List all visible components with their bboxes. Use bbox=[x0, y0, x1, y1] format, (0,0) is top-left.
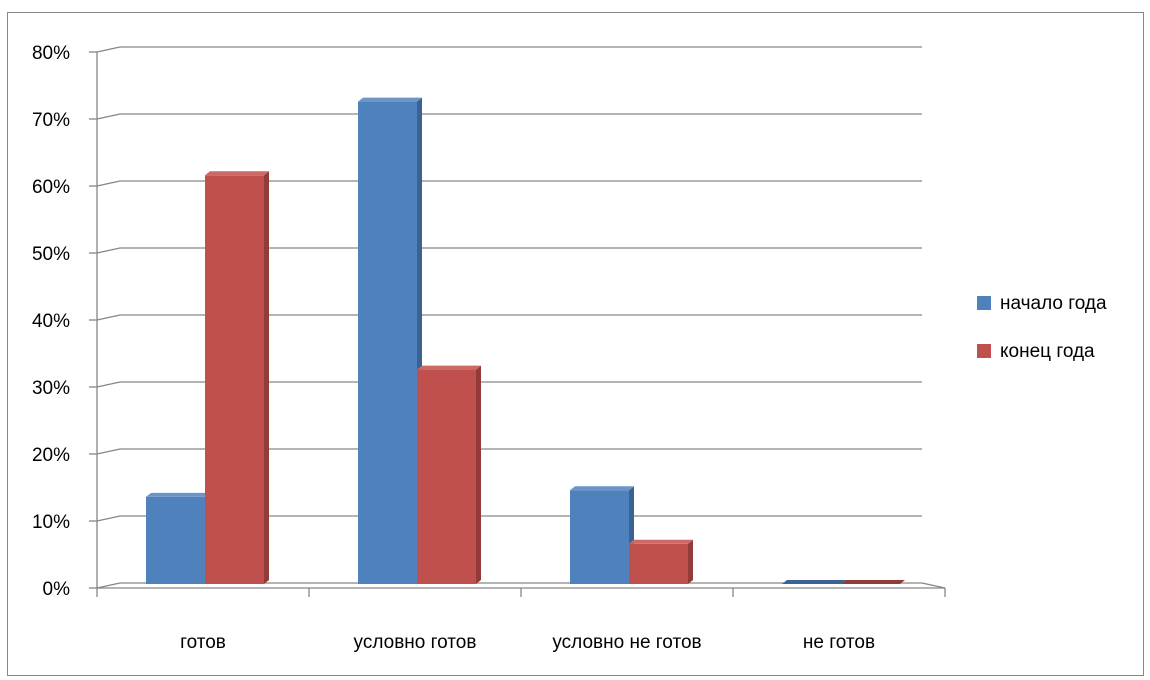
y-tick-label: 30% bbox=[32, 378, 70, 399]
bar-front bbox=[629, 543, 688, 584]
bar-front bbox=[570, 490, 629, 584]
y-tick-labels: 0% 10% 20% 30% 40% 50% 60% 70% 80% bbox=[32, 43, 70, 600]
legend-swatch bbox=[977, 344, 991, 358]
legend-label: начало года bbox=[1000, 293, 1107, 314]
y-tick-label: 0% bbox=[43, 579, 71, 600]
category-label: готов bbox=[180, 632, 226, 653]
side-gridline bbox=[96, 448, 121, 455]
bar bbox=[782, 580, 846, 584]
bar-top bbox=[782, 580, 846, 584]
bar-top bbox=[570, 486, 634, 491]
y-tick-label: 40% bbox=[32, 311, 70, 332]
bar bbox=[358, 97, 422, 584]
bar bbox=[570, 486, 634, 584]
y-tick-label: 60% bbox=[32, 177, 70, 198]
bar-side bbox=[476, 365, 481, 584]
side-gridline bbox=[96, 314, 121, 321]
floor-edge bbox=[921, 582, 946, 589]
bar-top bbox=[358, 97, 422, 102]
bar-side bbox=[688, 539, 693, 584]
side-gridline bbox=[96, 46, 121, 53]
bar bbox=[146, 492, 210, 584]
legend-label: конец года bbox=[1000, 341, 1095, 362]
bar-top bbox=[417, 365, 481, 370]
side-gridline bbox=[96, 247, 121, 254]
y-tick-label: 50% bbox=[32, 244, 70, 265]
y-tick-label: 80% bbox=[32, 43, 70, 64]
legend-swatch bbox=[977, 296, 991, 310]
bar bbox=[417, 365, 481, 584]
side-gridline bbox=[96, 582, 121, 589]
category-label: условно не готов bbox=[552, 632, 701, 653]
bar-top bbox=[205, 171, 269, 176]
side-gridline bbox=[96, 113, 121, 120]
y-tick-label: 10% bbox=[32, 512, 70, 533]
category-label: условно готов bbox=[354, 632, 477, 653]
category-label: не готов bbox=[803, 632, 875, 653]
side-gridline bbox=[96, 381, 121, 388]
bar-top bbox=[629, 539, 693, 544]
bar-top bbox=[841, 580, 905, 584]
side-gridline bbox=[96, 515, 121, 522]
axes bbox=[96, 52, 946, 597]
bar-front bbox=[205, 175, 264, 585]
bar-front bbox=[358, 101, 417, 584]
bar-front bbox=[146, 496, 205, 584]
bars bbox=[146, 97, 905, 585]
bar bbox=[841, 580, 905, 584]
bar-top bbox=[146, 492, 210, 497]
y-tick-label: 70% bbox=[32, 110, 70, 131]
y-tick-label: 20% bbox=[32, 445, 70, 466]
legend: начало года конец года bbox=[977, 293, 1107, 362]
category-labels: готов условно готов условно не готов не гот… bbox=[180, 632, 875, 653]
bar bbox=[629, 539, 693, 584]
side-gridline bbox=[96, 180, 121, 187]
bar-side bbox=[264, 171, 269, 585]
bar bbox=[205, 171, 269, 585]
bar-front bbox=[417, 369, 476, 584]
